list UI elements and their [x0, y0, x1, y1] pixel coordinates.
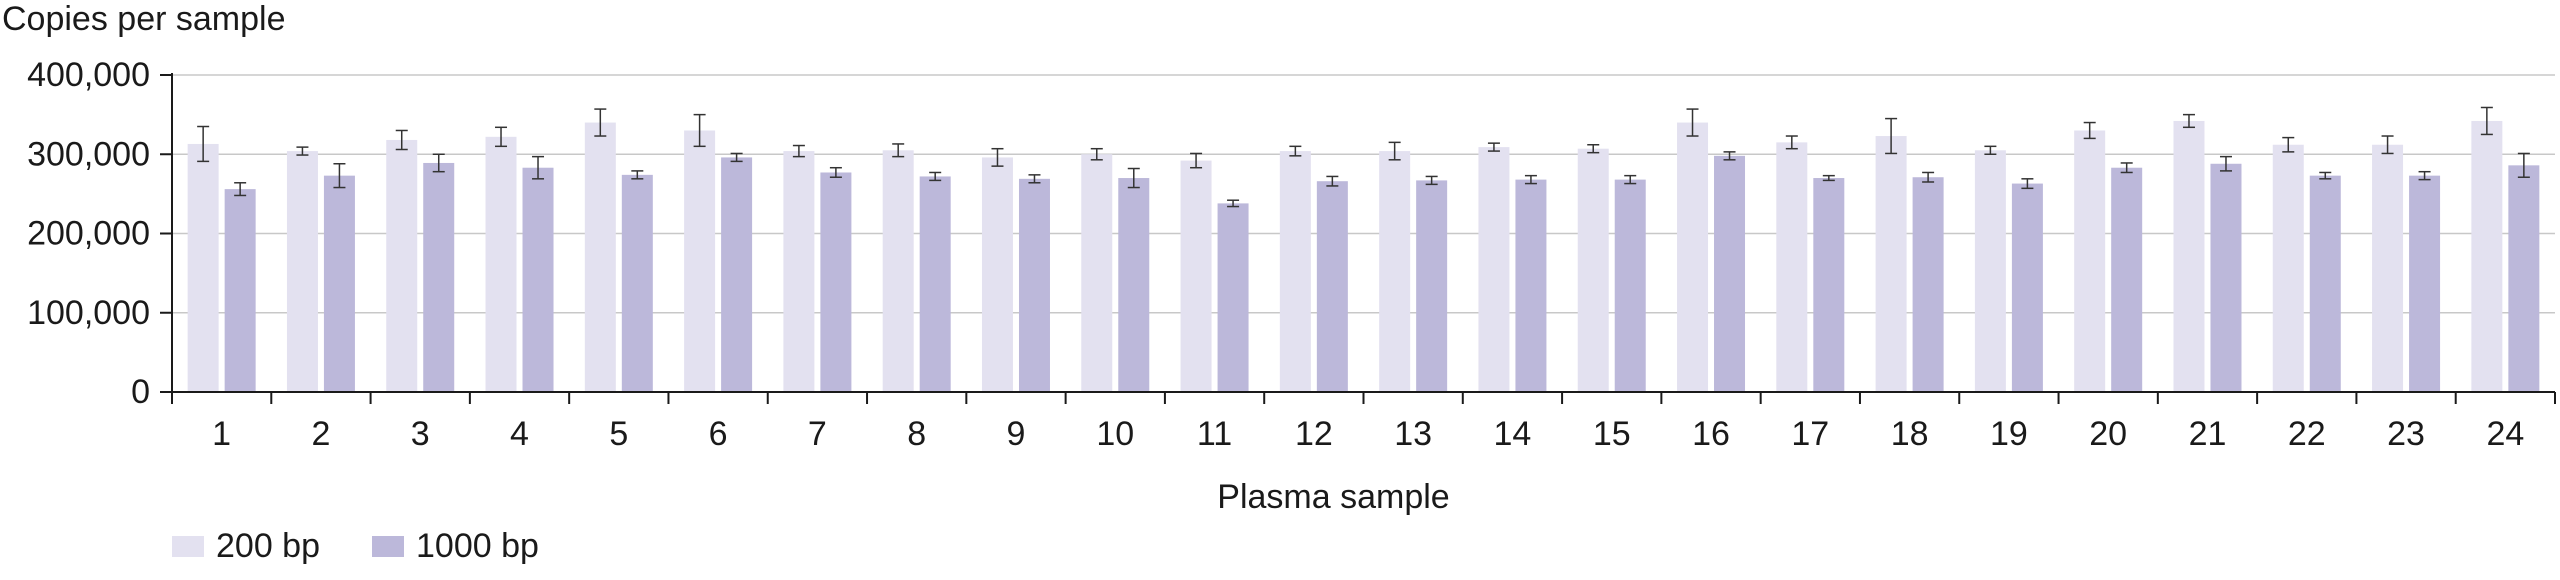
bars [187, 120, 2540, 393]
bar-1000bp [2309, 175, 2341, 392]
y-tick-label: 300,000 [27, 135, 150, 173]
y-tick-label: 400,000 [27, 56, 150, 94]
bar-200bp [783, 151, 815, 392]
legend-label: 1000 bp [416, 527, 539, 565]
legend-swatch-1000bp [372, 536, 404, 557]
bar-200bp [584, 122, 616, 393]
bar-200bp [882, 150, 914, 392]
bar-200bp [1776, 142, 1808, 392]
bar-1000bp [1118, 178, 1150, 392]
bar-1000bp [721, 157, 753, 392]
x-tick-label: 13 [1394, 415, 1432, 453]
x-tick-label: 17 [1791, 415, 1829, 453]
bar-1000bp [423, 162, 455, 392]
bar-1000bp [1416, 180, 1448, 392]
bar-200bp [2173, 120, 2205, 392]
x-tick-label: 19 [1990, 415, 2028, 453]
bar-200bp [981, 157, 1013, 392]
x-tick-label: 14 [1494, 415, 1532, 453]
bar-1000bp [2111, 167, 2143, 392]
x-tick-label: 23 [2387, 415, 2425, 453]
gridlines [172, 74, 2555, 314]
x-tick-label: 3 [411, 415, 430, 453]
bar-200bp [2272, 144, 2304, 392]
bar-200bp [1974, 150, 2006, 392]
bar-200bp [286, 151, 318, 392]
error-bars [197, 106, 2530, 208]
bar-1000bp [323, 175, 355, 392]
bar-200bp [1478, 147, 1510, 392]
bar-200bp [1577, 148, 1609, 392]
bar-1000bp [1217, 203, 1249, 392]
bar-200bp [187, 143, 219, 392]
bar-1000bp [1912, 177, 1944, 392]
x-tick-label: 7 [808, 415, 827, 453]
bar-1000bp [1515, 179, 1547, 392]
x-tick-label: 12 [1295, 415, 1333, 453]
bar-1000bp [2508, 165, 2540, 392]
x-tick-label: 21 [2189, 415, 2227, 453]
bar-200bp [386, 139, 418, 392]
bar-1000bp [1813, 178, 1845, 392]
y-tick-label: 100,000 [27, 294, 150, 332]
bar-200bp [1677, 122, 1709, 393]
bar-1000bp [522, 167, 554, 392]
x-tick-label: 4 [510, 415, 529, 453]
x-tick-label: 16 [1692, 415, 1730, 453]
x-tick-label: 2 [311, 415, 330, 453]
bar-1000bp [1316, 181, 1348, 392]
bar-1000bp [1714, 155, 1746, 392]
x-axis-title: Plasma sample [1217, 478, 1449, 516]
bar-1000bp [224, 189, 256, 392]
x-tick-label: 24 [2486, 415, 2524, 453]
x-tick-label: 20 [2089, 415, 2127, 453]
x-tick-label: 11 [1197, 415, 1232, 453]
legend: 200 bp 1000 bp [172, 527, 539, 565]
x-tick-label: 22 [2288, 415, 2326, 453]
y-tick-label: 0 [131, 373, 150, 411]
bar-200bp [2372, 144, 2404, 392]
bar-1000bp [2210, 163, 2242, 392]
x-tick-label: 5 [609, 415, 628, 453]
x-tick-label: 1 [212, 415, 231, 453]
legend-swatch-200bp [172, 536, 204, 557]
bar-1000bp [1614, 179, 1646, 392]
bar-1000bp [2409, 175, 2441, 392]
bar-200bp [1180, 160, 1212, 392]
bar-1000bp [820, 172, 852, 392]
bar-200bp [1081, 154, 1113, 392]
bar-200bp [684, 130, 716, 392]
bar-200bp [2471, 120, 2503, 392]
x-tick-label: 6 [709, 415, 728, 453]
axes [160, 73, 2556, 404]
x-tick-label: 9 [1007, 415, 1026, 453]
x-tick-label: 8 [907, 415, 926, 453]
bar-200bp [1379, 151, 1411, 392]
bar-1000bp [1018, 178, 1050, 392]
bar-1000bp [919, 176, 951, 392]
y-tick-label: 200,000 [27, 215, 150, 253]
bar-200bp [2074, 130, 2106, 392]
y-axis-title: Copies per sample [2, 0, 285, 38]
bar-200bp [485, 136, 517, 392]
x-tick-label: 15 [1593, 415, 1631, 453]
x-tick-label: 10 [1096, 415, 1134, 453]
bar-1000bp [2011, 183, 2043, 392]
x-tick-label: 18 [1891, 415, 1929, 453]
bar-200bp [1279, 151, 1311, 392]
bar-200bp [1875, 136, 1907, 392]
bar-1000bp [621, 174, 653, 392]
legend-label: 200 bp [216, 527, 320, 565]
